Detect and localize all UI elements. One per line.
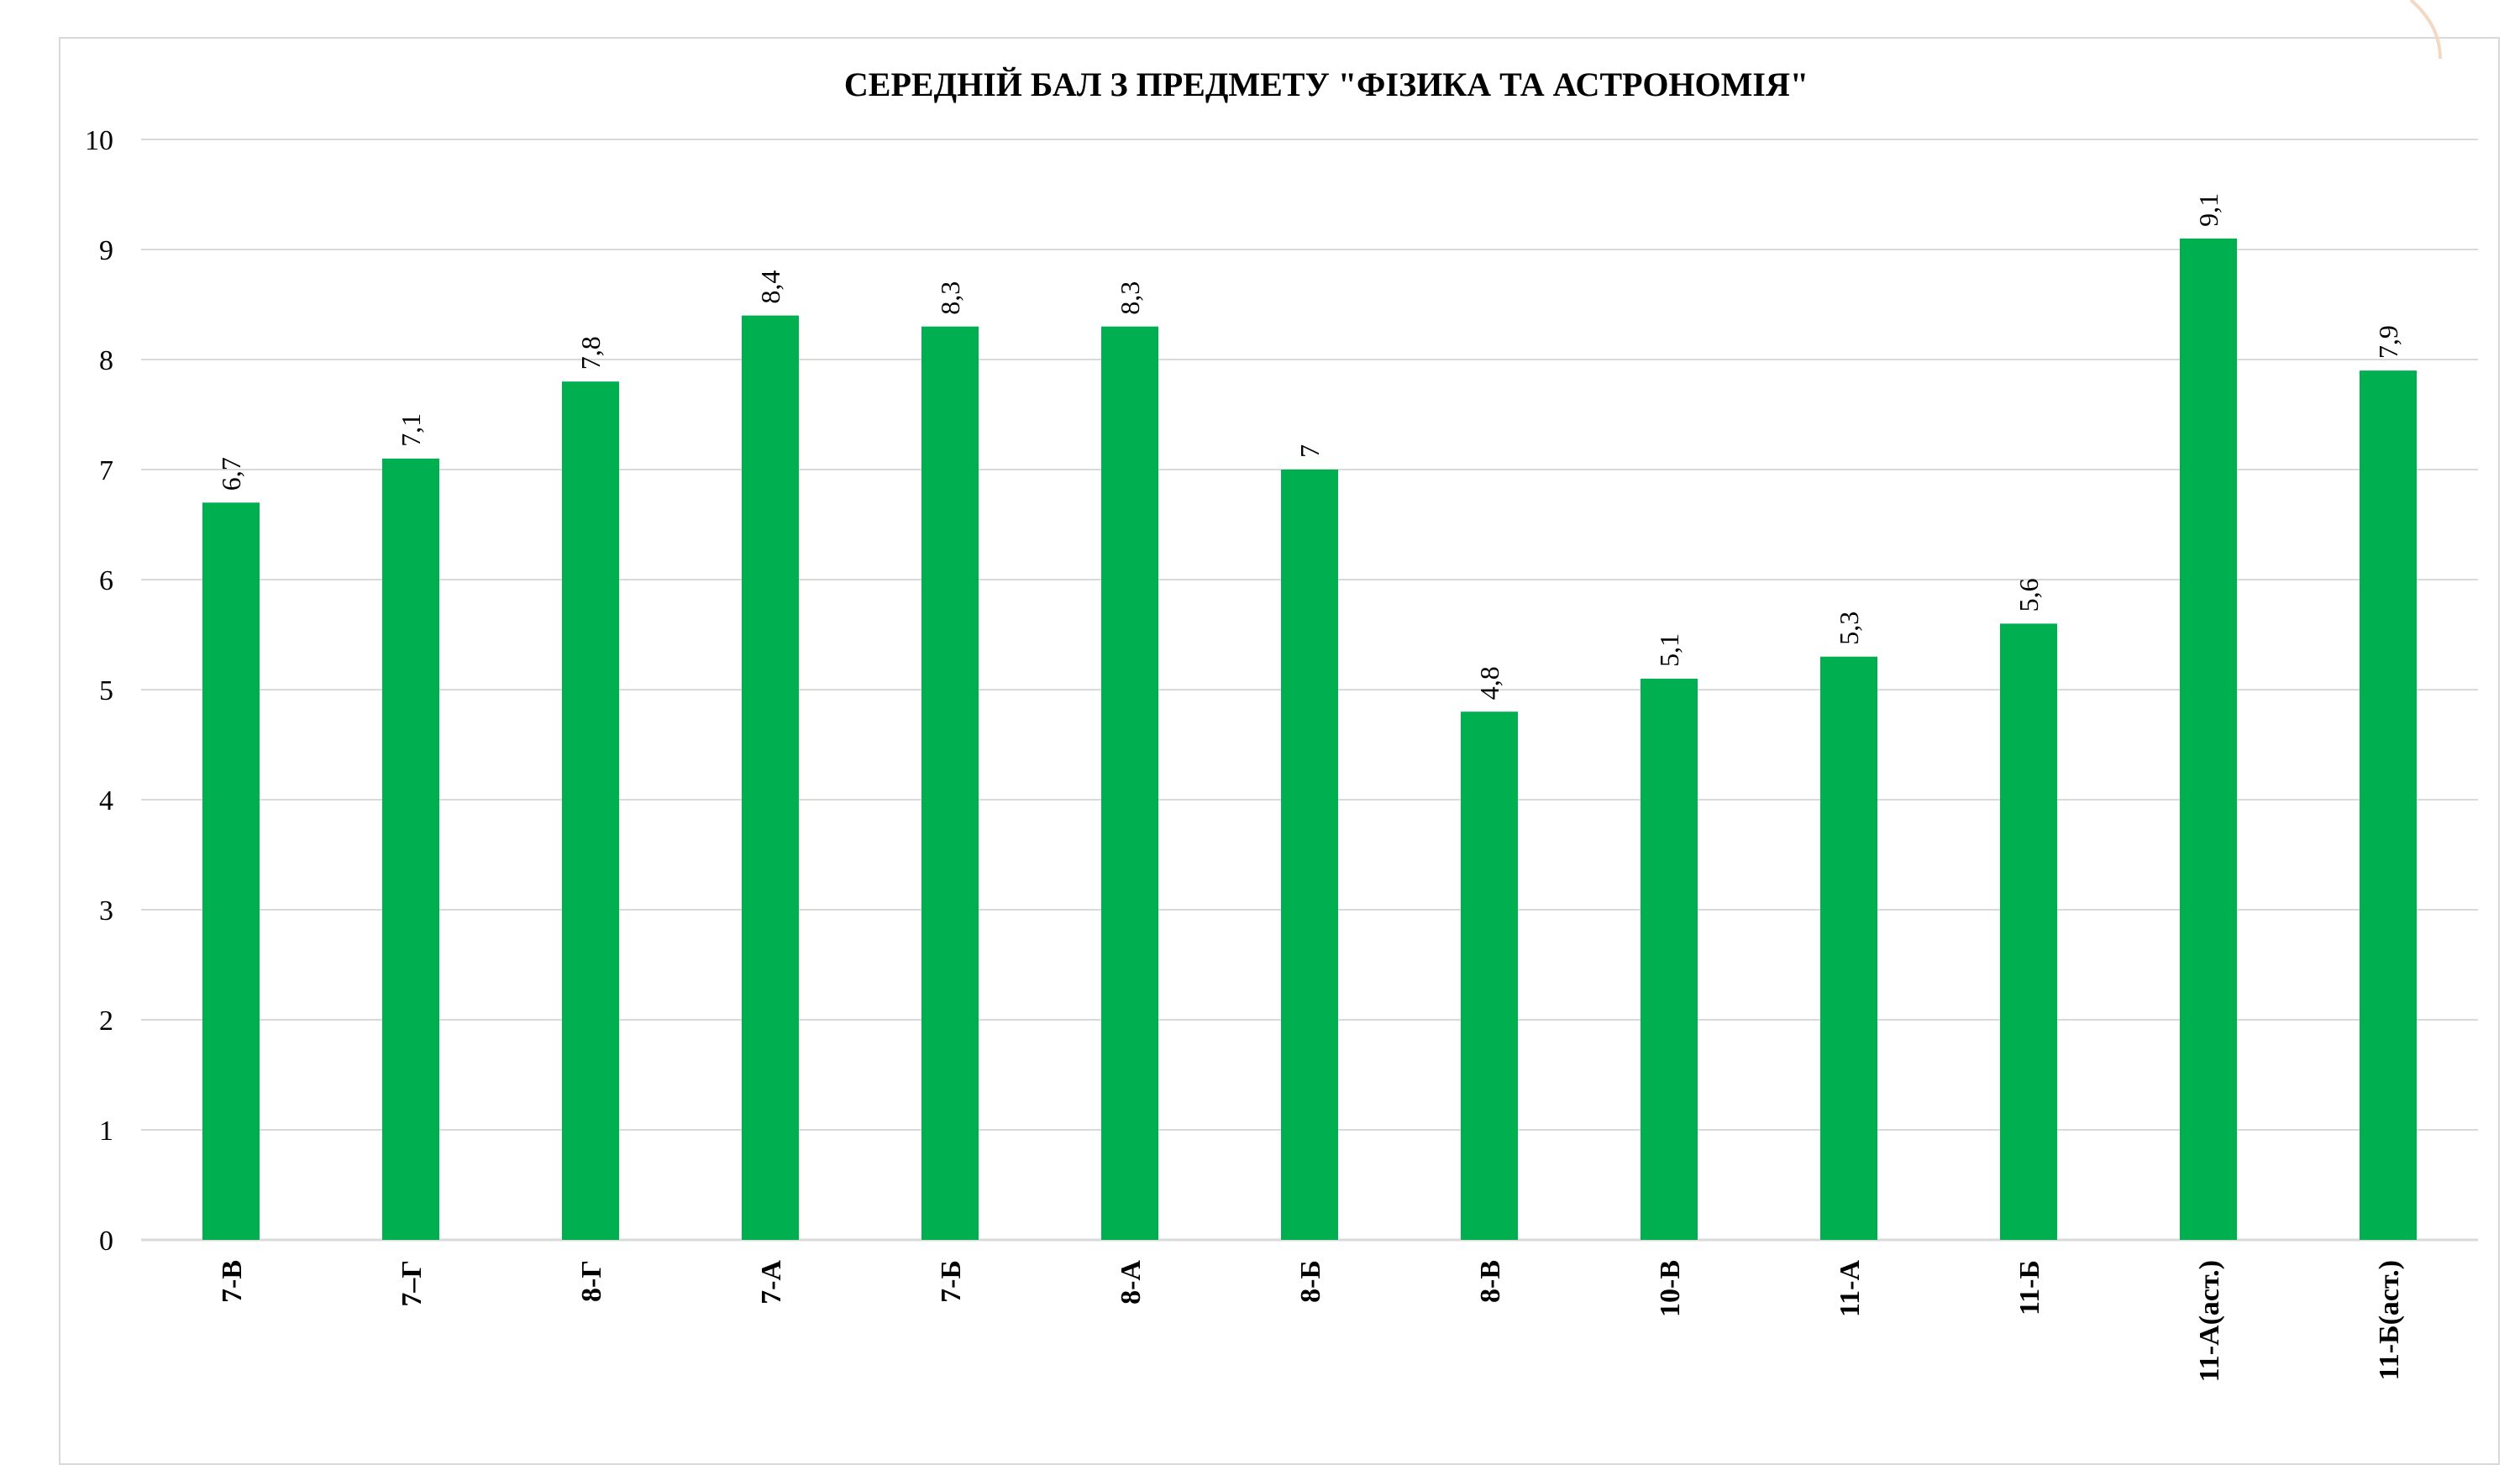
data-label: 6,7 [216, 457, 246, 491]
bar [1820, 656, 1877, 1240]
y-axis: 0 1 2 3 4 5 6 7 8 9 10 [85, 125, 113, 1257]
x-tick-label: 11-Б(аст.) [2374, 1260, 2405, 1380]
y-tick-label: 0 [99, 1226, 113, 1257]
data-label: 5,3 [1834, 612, 1864, 645]
chart-frame [59, 37, 2500, 1465]
y-tick-label: 3 [99, 895, 113, 927]
y-tick-label: 4 [99, 785, 113, 817]
chart-title: СЕРЕДНІЙ БАЛ З ПРЕДМЕТУ "ФІЗИКА ТА АСТРО… [844, 66, 1809, 103]
x-tick-label: 7-Б [936, 1260, 967, 1303]
y-tick-label: 5 [99, 675, 113, 706]
data-label: 7,1 [396, 413, 426, 447]
x-tick-label: 8-Б [1295, 1260, 1326, 1303]
bars [202, 238, 2417, 1241]
data-label: 9,1 [2193, 193, 2223, 227]
y-tick-label: 1 [99, 1116, 113, 1147]
x-tick-label: 11-Б [2014, 1260, 2045, 1315]
x-tick-label: 7-А [756, 1260, 787, 1305]
data-label: 8,3 [1115, 281, 1145, 315]
bar [921, 326, 979, 1241]
x-tick-label: 7–Г [396, 1260, 428, 1307]
x-tick-label: 10-В [1655, 1260, 1686, 1317]
data-labels: 6,7 7,1 7,8 8,4 8,3 8,3 7 4,8 5,1 5,3 5,6 9,1 7,9 [216, 193, 2403, 700]
bar [1281, 470, 1338, 1240]
bar [2180, 238, 2237, 1240]
y-tick-label: 6 [99, 565, 113, 596]
bar [202, 502, 260, 1240]
bar [382, 458, 439, 1240]
bar [2360, 370, 2417, 1241]
bar [1641, 678, 1698, 1240]
x-tick-label: 7-В [217, 1260, 248, 1303]
data-label: 7,9 [2373, 325, 2403, 359]
bar [562, 381, 619, 1240]
data-label: 7 [1294, 444, 1325, 458]
y-tick-label: 10 [85, 125, 113, 156]
y-tick-label: 2 [99, 1006, 113, 1037]
data-label: 7,8 [575, 336, 606, 370]
y-tick-label: 9 [99, 235, 113, 266]
y-tick-label: 7 [99, 455, 113, 486]
x-tick-label: 11-А(аст.) [2194, 1260, 2225, 1382]
x-tick-label: 11-А [1835, 1260, 1866, 1317]
x-tick-label: 8-Г [576, 1260, 607, 1302]
bar [2000, 623, 2057, 1240]
data-label: 8,3 [935, 281, 965, 315]
bar [1461, 711, 1518, 1240]
data-label: 8,4 [755, 270, 785, 304]
x-tick-label: 8-В [1475, 1260, 1506, 1303]
x-axis: 7-В 7–Г 8-Г 7-А 7-Б 8-А 8-Б 8-В 10-В 11-А 11-Б 11-А… [217, 1260, 2405, 1383]
y-tick-label: 8 [99, 345, 113, 376]
bar-chart: СЕРЕДНІЙ БАЛ З ПРЕДМЕТУ "ФІЗИКА ТА АСТРО… [85, 66, 2478, 1383]
data-label: 5,6 [2013, 578, 2044, 612]
data-label: 4,8 [1474, 666, 1504, 700]
x-tick-label: 8-А [1116, 1260, 1147, 1305]
data-label: 5,1 [1654, 633, 1684, 667]
bar [742, 315, 799, 1241]
bar [1101, 326, 1158, 1241]
